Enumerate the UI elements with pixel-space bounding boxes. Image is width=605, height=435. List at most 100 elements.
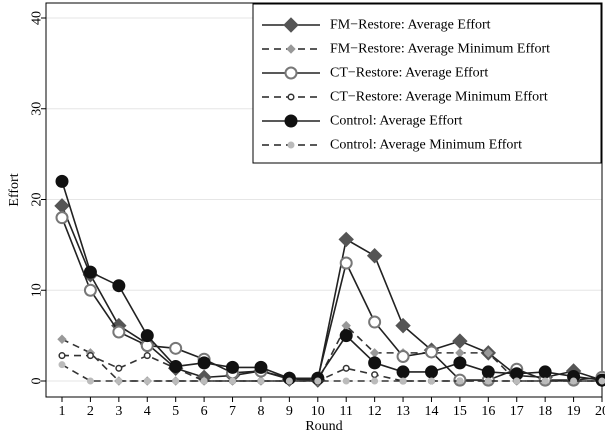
- series-5-point: [368, 356, 382, 370]
- y-tick-label: 0: [30, 378, 45, 385]
- x-tick-label: 9: [286, 404, 293, 419]
- series-3-point: [112, 325, 126, 339]
- series-6-point: [257, 377, 265, 385]
- x-tick-label: 16: [481, 404, 495, 419]
- series-6-point: [342, 377, 350, 385]
- x-axis-title: Round: [305, 419, 342, 434]
- series-3-point: [339, 256, 353, 270]
- series-6-point: [399, 377, 407, 385]
- series-3-point: [368, 315, 382, 329]
- legend-entries: FM−Restore: Average Effort FM−Restore: Av…: [262, 17, 550, 153]
- series-6-point: [541, 377, 549, 385]
- series-5-point: [453, 356, 467, 370]
- series-5-point: [254, 360, 268, 374]
- legend: FM−Restore: Average Effort FM−Restore: Av…: [252, 3, 602, 164]
- series-5-point: [112, 279, 126, 293]
- series-5-point: [83, 265, 97, 279]
- x-tick-label: 14: [424, 404, 438, 419]
- x-tick-label: 6: [201, 404, 208, 419]
- series-1-point: [395, 317, 411, 334]
- x-tick-label: 12: [368, 404, 382, 419]
- series-6-point: [570, 377, 578, 385]
- legend-marker-4: [287, 93, 295, 101]
- legend-marker-5: [284, 114, 298, 128]
- series-6-point: [513, 377, 521, 385]
- y-tick-label: 10: [30, 283, 45, 297]
- y-axis-title: Effort: [7, 173, 22, 206]
- y-axis-ticks: 0 10 20 30 40: [30, 11, 46, 385]
- x-tick-label: 13: [396, 404, 410, 419]
- series-1-point: [452, 333, 468, 349]
- series-3-point: [424, 345, 438, 359]
- series-6-point: [285, 377, 293, 385]
- series-5-point: [481, 365, 495, 379]
- x-tick-label: 1: [59, 404, 66, 419]
- x-tick-label: 4: [144, 404, 151, 419]
- series-1-point: [338, 231, 354, 248]
- series-6: [58, 361, 605, 385]
- legend-label-3: CT−Restore: Average Effort: [330, 66, 488, 81]
- series-4-line: [62, 354, 602, 382]
- series-5-point: [538, 365, 552, 379]
- legend-label-6: Control: Average Minimum Effort: [330, 138, 522, 153]
- series-5-point: [169, 359, 183, 373]
- y-tick-label: 30: [30, 102, 45, 116]
- legend-label-2: FM−Restore: Average Minimum Effort: [330, 42, 550, 57]
- x-tick-label: 3: [115, 404, 122, 419]
- series-6-point: [484, 377, 492, 385]
- series-6-point: [598, 377, 605, 385]
- series-5-point: [424, 365, 438, 379]
- series-6-point: [456, 377, 464, 385]
- series-5-point: [339, 329, 353, 343]
- series-6-point: [115, 377, 123, 385]
- legend-marker-1: [283, 17, 299, 33]
- series-1-point: [366, 248, 383, 264]
- series-6-point: [371, 377, 379, 385]
- x-tick-label: 19: [567, 404, 581, 419]
- series-4-point: [58, 352, 66, 360]
- x-tick-label: 17: [510, 404, 524, 419]
- legend-label-1: FM−Restore: Average Effort: [330, 18, 491, 33]
- series-6-point: [172, 377, 180, 385]
- series-6-point: [229, 377, 237, 385]
- series-5-point: [55, 174, 69, 188]
- legend-box: [252, 3, 602, 164]
- series-4-point: [371, 371, 379, 379]
- x-tick-label: 15: [453, 404, 467, 419]
- y-tick-label: 40: [30, 11, 45, 25]
- series-4-point: [115, 364, 123, 372]
- series-3-point: [396, 349, 410, 363]
- legend-label-4: CT−Restore: Average Minimum Effort: [330, 90, 548, 105]
- series-4-point: [143, 352, 151, 360]
- series-6-point: [314, 377, 322, 385]
- legend-marker-6: [287, 141, 295, 149]
- x-tick-label: 18: [538, 404, 552, 419]
- legend-label-5: Control: Average Effort: [330, 114, 463, 129]
- series-5-point: [140, 329, 154, 343]
- x-tick-label: 8: [257, 404, 264, 419]
- series-4-point: [342, 364, 350, 372]
- series-group: [54, 174, 605, 388]
- series-3-point: [55, 211, 69, 225]
- series-5-point: [197, 356, 211, 370]
- series-2-point: [57, 334, 67, 344]
- x-tick-label: 10: [311, 404, 325, 419]
- series-5-point: [396, 365, 410, 379]
- series-4-point: [86, 352, 94, 360]
- y-tick-label: 20: [30, 193, 45, 207]
- series-3-point: [169, 341, 183, 355]
- series-2-point: [483, 348, 494, 358]
- series-6-point: [58, 361, 66, 369]
- series-6-point: [427, 377, 435, 385]
- series-5-point: [226, 360, 240, 374]
- legend-marker-2: [286, 44, 296, 54]
- x-tick-label: 7: [229, 404, 236, 419]
- series-6-point: [200, 377, 208, 385]
- x-tick-label: 5: [172, 404, 179, 419]
- series-6-point: [86, 377, 94, 385]
- x-tick-label: 20: [595, 404, 605, 419]
- x-axis-ticks: 1234567891011121314151617181920: [59, 397, 605, 419]
- series-6-point: [143, 377, 151, 385]
- x-tick-label: 2: [87, 404, 94, 419]
